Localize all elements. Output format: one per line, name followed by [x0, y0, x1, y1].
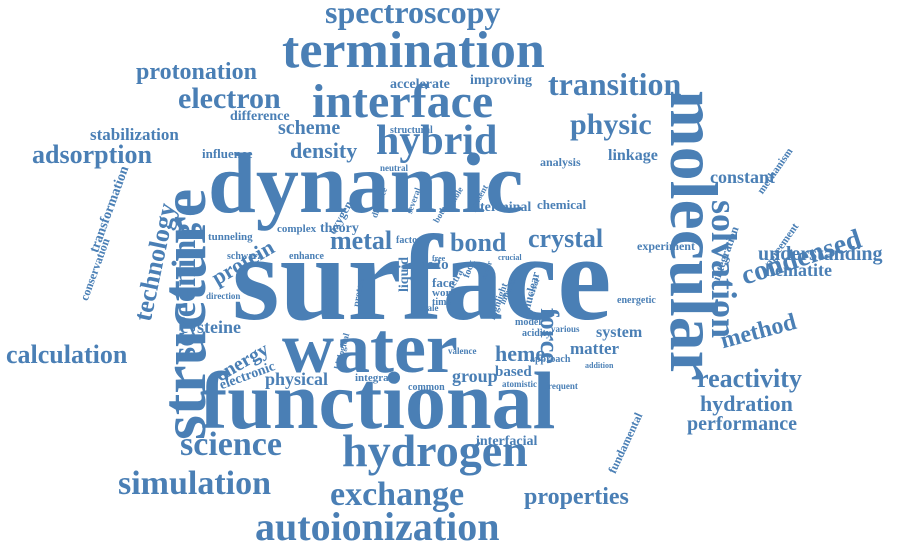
- word-addition: addition: [585, 361, 614, 370]
- word-fe2o: fe2o: [422, 257, 449, 273]
- word-neutral: neutral: [380, 163, 408, 173]
- word-influence: influence: [202, 146, 253, 161]
- word-stabilization: stabilization: [90, 125, 179, 144]
- word-complex: complex: [277, 223, 317, 235]
- word-crucial: crucial: [498, 253, 522, 262]
- word-functional: functional: [200, 355, 556, 446]
- word-dynamic: dynamic: [208, 135, 524, 231]
- word-linkage: linkage: [608, 147, 658, 164]
- word-difference: difference: [230, 109, 290, 124]
- word-adsorption: adsorption: [32, 140, 152, 169]
- word-conservation: conservation: [77, 236, 113, 303]
- word-spectroscopy: spectroscopy: [325, 0, 501, 30]
- word-hydration: hydration: [700, 391, 793, 416]
- word-protonation: protonation: [136, 59, 257, 85]
- word-water: water: [282, 308, 458, 388]
- word-based: based: [495, 364, 532, 380]
- word-interfacial: interfacial: [476, 434, 538, 449]
- word-fundamental: fundamental: [605, 410, 646, 476]
- word-chemical: chemical: [537, 197, 587, 212]
- word-exchange: exchange: [330, 476, 465, 513]
- word-physic: physic: [570, 108, 652, 141]
- word-liquid: liquid: [397, 256, 412, 292]
- word-heme: heme: [495, 341, 546, 366]
- word-science: science: [180, 426, 282, 463]
- word-reactivity: reactivity: [697, 364, 802, 393]
- word-scale: scale: [420, 303, 439, 313]
- word-enhance: enhance: [289, 251, 324, 262]
- word-constant: constant: [710, 167, 776, 187]
- word-hydrogen: hydrogen: [342, 425, 528, 476]
- word-frequent: frequent: [545, 381, 578, 391]
- word-common: common: [408, 382, 445, 393]
- word-calculation: calculation: [6, 340, 128, 369]
- word-interface: interface: [312, 75, 494, 128]
- word-analysis: analysis: [540, 155, 581, 169]
- word-bond: bond: [450, 228, 507, 257]
- word-various: various: [551, 324, 580, 334]
- word-approach: approach: [530, 354, 571, 365]
- word-tunneling: tunneling: [208, 231, 253, 243]
- word-accelerate: accelerate: [390, 77, 450, 92]
- word-hematite: hematite: [765, 260, 832, 280]
- word-time: time: [432, 297, 451, 308]
- word-schwarz: schwarz: [227, 251, 262, 262]
- word-performance: performance: [687, 413, 797, 435]
- word-crystal: crystal: [528, 224, 604, 253]
- word-understanding: understanding: [758, 243, 883, 265]
- word-physical: physical: [265, 369, 329, 389]
- word-density: density: [290, 138, 358, 163]
- word-surface: surface: [232, 211, 612, 346]
- word-terminal: terminal: [480, 200, 532, 215]
- word-experiment: experiment: [637, 239, 695, 253]
- word-hybrid: hybrid: [376, 118, 498, 164]
- word-termination: termination: [282, 22, 545, 79]
- word-factor: factor: [396, 235, 422, 246]
- word-structural: structural: [390, 125, 433, 136]
- word-theory: theory: [320, 221, 359, 236]
- word-valence: valence: [448, 346, 477, 356]
- word-cysteine: cysteine: [180, 317, 241, 337]
- word-atomistic: atomistic: [502, 379, 537, 389]
- word-electron: electron: [178, 82, 281, 115]
- word-matter: matter: [570, 339, 620, 358]
- word-transition: transition: [548, 66, 682, 102]
- word-integral: integral: [355, 372, 392, 384]
- word-work: work: [432, 287, 457, 299]
- word-direction: direction: [206, 291, 241, 301]
- word-model: model: [515, 317, 542, 328]
- word-face: face: [432, 275, 455, 290]
- word-system: system: [596, 324, 643, 341]
- word-energetic: energetic: [617, 295, 656, 306]
- word-improving: improving: [470, 73, 532, 88]
- word-metal: metal: [330, 226, 393, 255]
- word-group: group: [452, 366, 498, 386]
- word-properties: properties: [524, 484, 629, 510]
- word-free: free: [432, 254, 446, 263]
- word-acidity: acidity: [522, 328, 551, 339]
- word-scheme: scheme: [278, 117, 341, 139]
- word-simulation: simulation: [118, 465, 272, 502]
- word-autoionization: autoionization: [255, 504, 500, 549]
